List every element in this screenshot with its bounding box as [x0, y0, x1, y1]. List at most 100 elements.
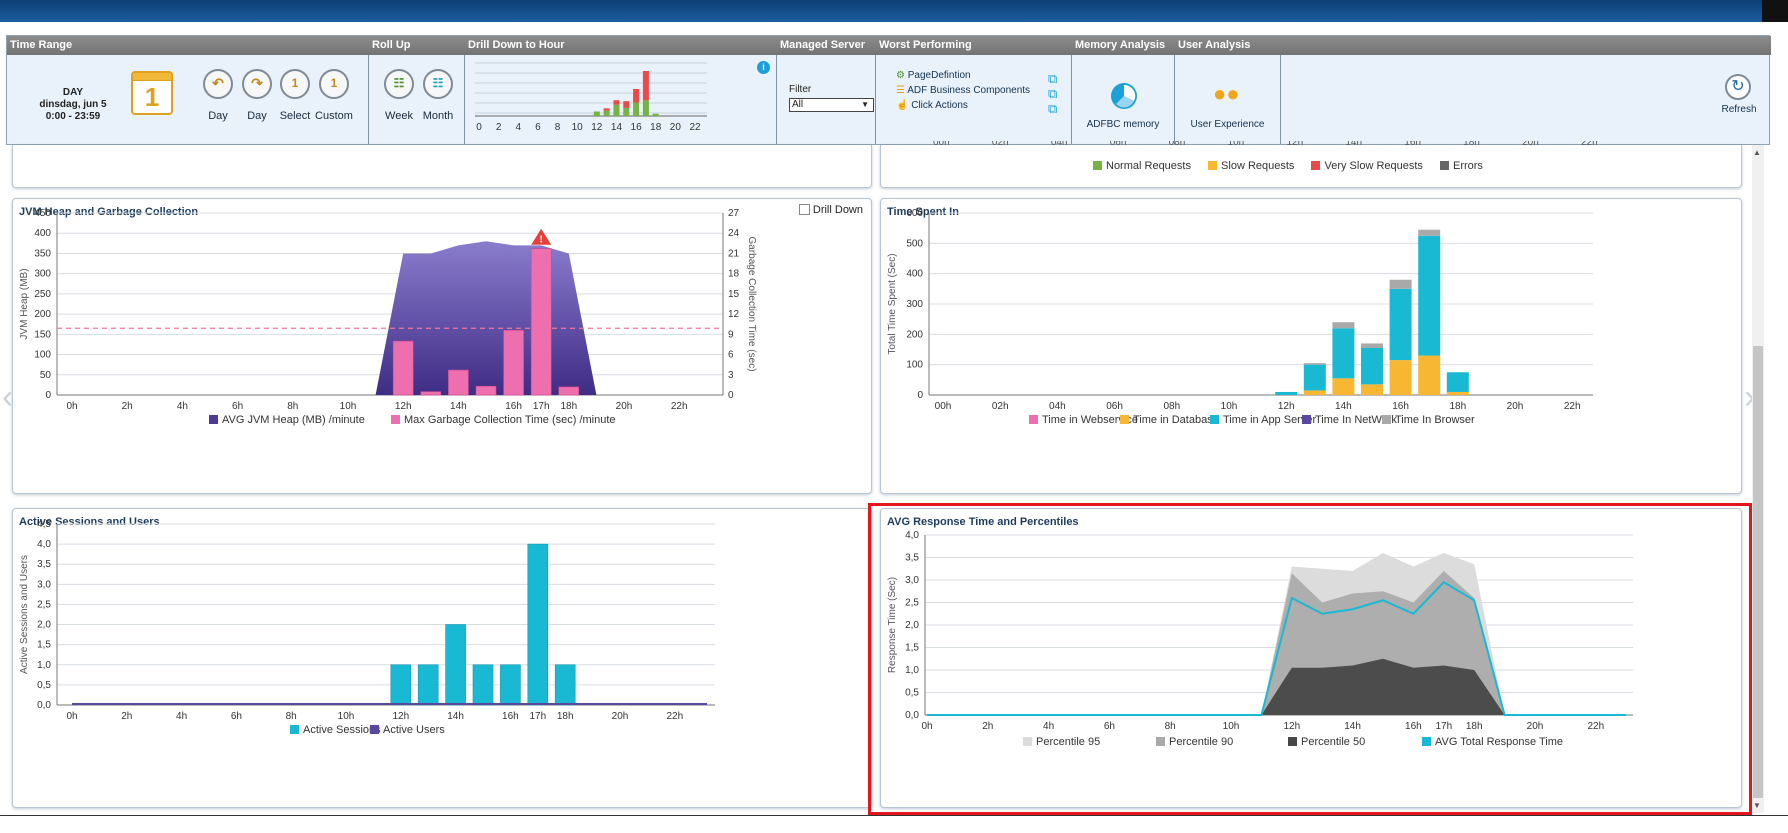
x-tick-label: 2h	[121, 711, 132, 722]
response-legend-label: Percentile 50	[1301, 736, 1365, 748]
drill-down-minichart[interactable]: 0 2 4 6 8 10 12 14 16 18 20 22	[465, 55, 775, 144]
requests-legend: Normal Requests Slow Requests Very Slow …	[1093, 160, 1497, 172]
mini-x-tick: 0	[476, 122, 482, 133]
mini-x-tick: 2	[496, 122, 502, 133]
mini-x-tick: 16	[631, 122, 643, 133]
next-page-arrow-icon[interactable]: ›	[1744, 378, 1756, 416]
scroll-down-icon[interactable]: ▼	[1753, 801, 1761, 810]
external-link-icon[interactable]: ⧉	[1048, 101, 1058, 116]
pagedefinition-link[interactable]: ⚙ PageDefintion	[896, 68, 1030, 83]
sessions-bar	[472, 664, 494, 706]
partial-x-tick: 18h	[1463, 141, 1480, 148]
y2-axis-title: Garbage Collection Time (sec)	[746, 236, 757, 371]
x-tick-label: 6h	[231, 711, 242, 722]
highlight-frame	[868, 503, 1752, 815]
user-experience-button[interactable]: ●● User Experience	[1175, 55, 1280, 144]
y2-tick-label: 18	[728, 269, 740, 280]
managed-server-section: Filter All ▼	[777, 55, 876, 144]
y-tick-label: 300	[34, 269, 51, 280]
mini-bar-green	[652, 113, 659, 116]
scrollbar-thumb[interactable]	[1753, 346, 1763, 798]
x-tick-label: 10h	[338, 711, 355, 722]
month-rollup-label[interactable]: Month	[422, 110, 454, 122]
gc-bar	[392, 340, 414, 396]
select-date-icon[interactable]: 1	[280, 69, 310, 99]
drill-down-checkbox[interactable]: Drill Down	[798, 204, 863, 216]
select-date-label[interactable]: Select	[279, 110, 311, 122]
custom-range-icon[interactable]: 1	[319, 69, 349, 99]
sessions-legend-label: Active Sessions	[303, 724, 381, 736]
gc-bar	[448, 369, 469, 396]
previous-page-arrow-icon[interactable]: ‹	[2, 378, 14, 416]
stacked-bar-segment	[1303, 363, 1326, 365]
legend-very-slow-requests[interactable]: Very Slow Requests	[1311, 160, 1423, 172]
stacked-bar-segment	[1275, 391, 1298, 395]
window-header-bar	[0, 0, 1788, 22]
sessions-legend-label: Active Users	[383, 724, 445, 736]
partial-x-tick: 04h	[1050, 141, 1068, 148]
x-tick-label: 20h	[1507, 401, 1524, 412]
refresh-button[interactable]: ↻ Refresh	[1711, 72, 1767, 132]
scroll-up-icon[interactable]: ▲	[1753, 148, 1761, 157]
info-icon[interactable]: i	[757, 61, 770, 74]
date-day: dinsdag, jun 5	[39, 99, 107, 110]
header-roll-up: Roll Up	[369, 36, 465, 55]
next-day-label[interactable]: Day	[247, 110, 267, 122]
x-tick-label: 22h	[1564, 401, 1581, 412]
legend-slow-requests[interactable]: Slow Requests	[1208, 160, 1294, 172]
legend-errors[interactable]: Errors	[1439, 160, 1483, 172]
server-filter-select[interactable]: All ▼	[789, 98, 874, 112]
x-tick-label: 14h	[1344, 721, 1361, 732]
adf-bc-link[interactable]: ☰ ADF Business Components	[896, 83, 1030, 98]
previous-day-icon[interactable]: ↶	[203, 69, 233, 99]
response-legend-label: Percentile 95	[1036, 736, 1100, 748]
requests-panel-right-partial: 00h 02h 04h 06h 08h 10h 12h 14h 16h 18h 20h 22h Nor…	[880, 141, 1742, 188]
stacked-bar-segment	[1418, 229, 1441, 236]
stacked-bar-segment	[1446, 372, 1469, 392]
legend-normal-requests[interactable]: Normal Requests	[1093, 160, 1191, 172]
previous-day-label[interactable]: Day	[208, 110, 228, 122]
legend-label: Errors	[1452, 160, 1483, 172]
adfbc-memory-button[interactable]: ADFBC memory	[1072, 55, 1174, 144]
warning-icon	[531, 228, 552, 245]
mini-x-tick: 20	[670, 122, 682, 133]
time-legend-swatch	[1029, 415, 1038, 424]
worst-performing-section: ⚙ PageDefintion ☰ ADF Business Component…	[876, 55, 1072, 144]
click-actions-link[interactable]: ☝ Click Actions	[896, 98, 1030, 113]
percentile-area	[927, 658, 1627, 715]
external-link-icon[interactable]: ⧉	[1048, 86, 1058, 101]
x-tick-label: 14h	[1335, 401, 1352, 412]
x-tick-label: 0h	[66, 401, 77, 412]
checkbox-box[interactable]	[798, 204, 810, 215]
week-rollup-label[interactable]: Week	[385, 110, 413, 122]
week-rollup-icon[interactable]: ☷	[384, 69, 414, 99]
stacked-bar-segment	[1389, 288, 1412, 361]
calendar-icon[interactable]: 1	[131, 71, 173, 115]
custom-range-label[interactable]: Custom	[315, 110, 353, 122]
partial-x-tick: 22h	[1581, 141, 1598, 148]
mini-bar-green	[623, 107, 630, 116]
calendar-top-band	[133, 73, 171, 81]
time-spent-title: Time Spent In	[887, 206, 959, 218]
mini-x-tick: 8	[555, 122, 561, 133]
response-legend-swatch	[1288, 737, 1297, 746]
x-tick-label: 4h	[176, 711, 187, 722]
next-day-icon[interactable]: ↷	[242, 69, 272, 99]
mini-x-tick: 4	[515, 122, 521, 133]
y-tick-label: 300	[906, 299, 923, 310]
calendar-number: 1	[144, 82, 160, 112]
response-legend-label: Percentile 90	[1169, 736, 1233, 748]
mini-x-tick: 6	[535, 122, 541, 133]
y-tick-label: 3,0	[905, 575, 919, 586]
month-rollup-icon[interactable]: ☷	[423, 69, 453, 99]
x-tick-label: 0h	[921, 721, 932, 732]
swatch	[1439, 161, 1449, 170]
date-range: 0:00 - 23:59	[45, 111, 101, 122]
x-tick-label: 06h	[1106, 401, 1123, 412]
response-legend-label: AVG Total Response Time	[1435, 736, 1563, 748]
y2-tick-label: 3	[728, 370, 734, 381]
response-legend-swatch	[1422, 737, 1431, 746]
gc-bar	[420, 391, 442, 396]
external-link-icon[interactable]: ⧉	[1048, 71, 1058, 86]
